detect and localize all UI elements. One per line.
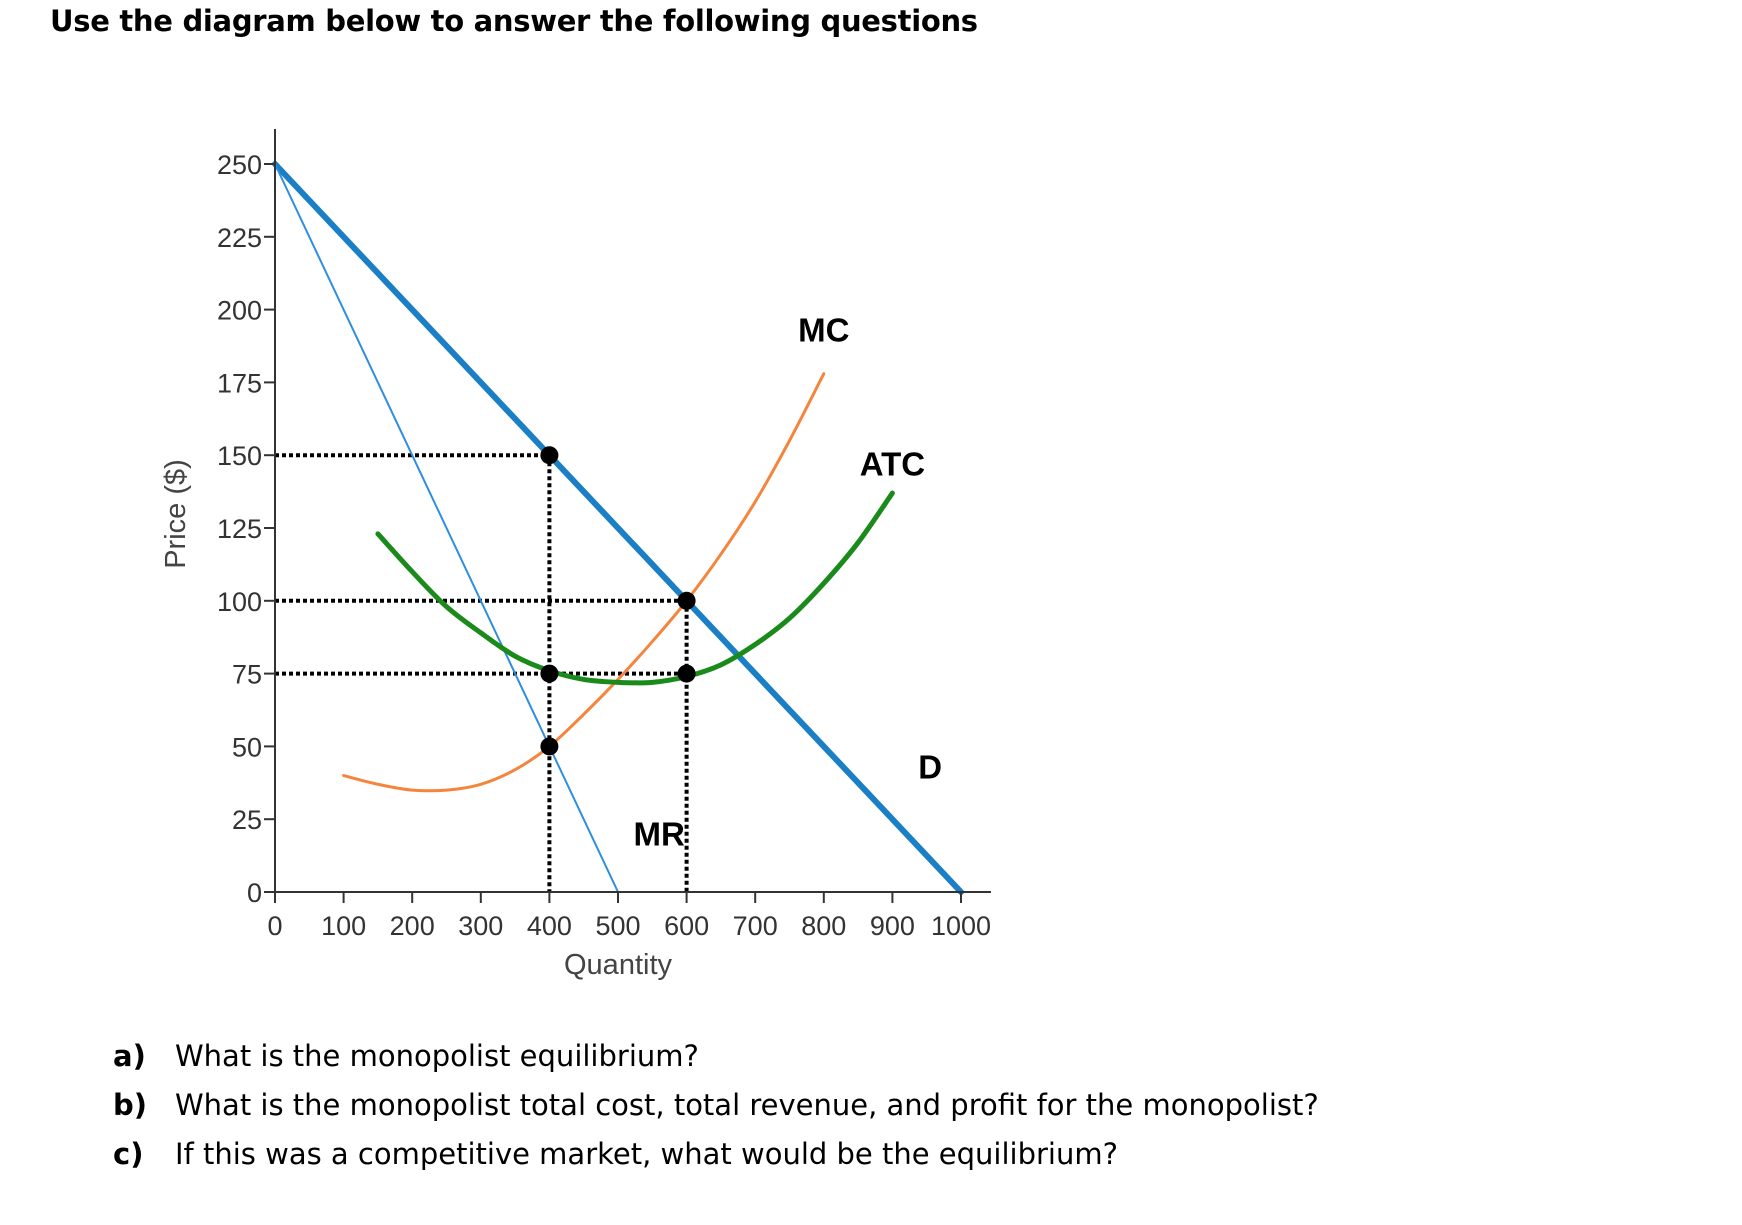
y-tick-label-25: 25 [232, 805, 262, 835]
monopoly-cost-revenue-chart: 0 100 200 300 400 500 600 700 800 900 1000 0 25 50 75 1… [160, 129, 991, 981]
y-tick-label-125: 125 [217, 514, 262, 544]
curve-labels: D MR MC ATC [633, 312, 942, 853]
question-list: a) What is the monopolist equilibrium? b) W… [113, 1032, 1319, 1179]
x-tick-label-500: 500 [595, 911, 640, 941]
question-item: c) If this was a competitive market, what… [113, 1130, 1319, 1179]
y-tick-label-100: 100 [217, 587, 262, 617]
x-tick-label-600: 600 [664, 911, 709, 941]
x-tick-label-1000: 1000 [931, 911, 991, 941]
axes: 0 100 200 300 400 500 600 700 800 900 1000 0 25 50 75 1… [160, 129, 991, 981]
x-axis-title: Quantity [564, 949, 672, 981]
y-axis-title: Price ($) [160, 459, 192, 569]
label-mr: MR [633, 815, 684, 852]
x-tick-label-0: 0 [267, 911, 282, 941]
x-tick-label-800: 800 [801, 911, 846, 941]
x-tick-label-200: 200 [390, 911, 435, 941]
point-600-100 [677, 591, 696, 610]
curve-mc [342, 372, 826, 793]
x-tick-label-300: 300 [458, 911, 503, 941]
x-tick-label-900: 900 [870, 911, 915, 941]
page-heading: Use the diagram below to answer the foll… [50, 4, 978, 38]
label-atc: ATC [860, 446, 925, 483]
question-text: What is the monopolist equilibrium? [175, 1039, 699, 1073]
curve-mr [274, 163, 619, 893]
question-marker: a) [113, 1039, 146, 1073]
question-item: a) What is the monopolist equilibrium? [113, 1032, 1319, 1081]
question-marker: c) [113, 1137, 144, 1171]
question-text: If this was a competitive market, what w… [175, 1137, 1119, 1171]
x-tick-label-100: 100 [321, 911, 366, 941]
point-600-75 [677, 664, 696, 683]
point-400-50 [540, 737, 559, 756]
y-tick-label-200: 200 [217, 296, 262, 326]
point-400-75 [540, 664, 559, 683]
curve-d [272, 161, 964, 895]
y-tick-label-175: 175 [217, 368, 262, 398]
x-tick-label-700: 700 [733, 911, 778, 941]
curve-atc [375, 490, 895, 686]
label-mc: MC [798, 312, 849, 349]
curves [272, 161, 964, 895]
question-item: b) What is the monopolist total cost, tot… [113, 1081, 1319, 1130]
y-tick-label-225: 225 [217, 223, 262, 253]
x-tick-label-400: 400 [527, 911, 572, 941]
label-d: D [918, 748, 942, 785]
question-marker: b) [113, 1088, 148, 1122]
equilibrium-points [540, 446, 696, 756]
y-tick-label-150: 150 [217, 441, 262, 471]
y-tick-label-75: 75 [232, 660, 262, 690]
y-tick-label-0: 0 [247, 878, 262, 908]
point-400-150 [540, 446, 559, 465]
y-tick-label-50: 50 [232, 732, 262, 762]
question-text: What is the monopolist total cost, total… [175, 1088, 1319, 1122]
y-tick-label-250: 250 [217, 150, 262, 180]
